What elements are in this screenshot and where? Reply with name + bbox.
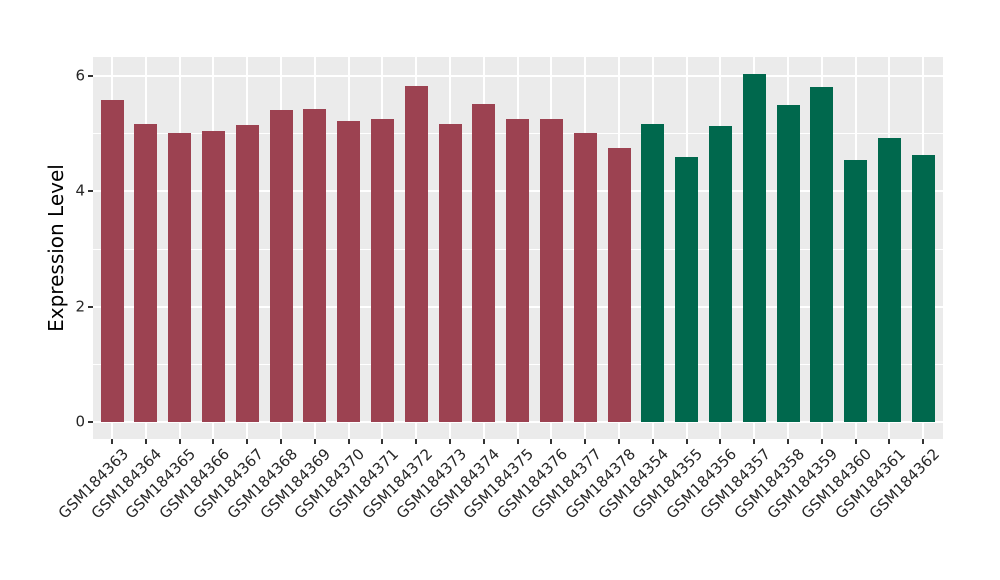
x-tick xyxy=(753,439,756,444)
bar xyxy=(877,137,901,423)
y-tick xyxy=(88,305,93,308)
bar xyxy=(539,118,563,423)
bar xyxy=(844,159,868,423)
bar xyxy=(911,155,935,423)
plot-panel xyxy=(93,57,943,439)
x-tick xyxy=(550,439,553,444)
x-tick xyxy=(584,439,587,444)
x-tick xyxy=(854,439,857,444)
x-tick xyxy=(381,439,384,444)
y-tick xyxy=(88,421,93,424)
y-tick-label: 2 xyxy=(75,297,85,316)
x-tick xyxy=(449,439,451,444)
x-tick xyxy=(280,439,282,444)
x-tick xyxy=(719,439,722,444)
bar xyxy=(776,104,800,423)
bar xyxy=(675,157,699,423)
x-tick xyxy=(111,439,113,444)
bar xyxy=(438,123,462,423)
bar xyxy=(641,123,665,423)
x-tick xyxy=(651,439,654,444)
y-tick xyxy=(88,75,93,78)
x-tick xyxy=(516,439,519,444)
bar xyxy=(810,87,834,423)
y-axis-title: Expression Level xyxy=(44,164,68,332)
bar xyxy=(708,126,732,423)
x-tick xyxy=(618,439,620,444)
y-tick xyxy=(88,190,93,193)
x-tick xyxy=(415,439,418,444)
bar xyxy=(168,133,192,423)
y-tick-label: 0 xyxy=(75,412,85,431)
x-tick xyxy=(685,439,688,444)
bar xyxy=(100,100,124,423)
bar xyxy=(472,103,496,423)
x-tick xyxy=(212,439,215,444)
x-tick xyxy=(922,439,925,444)
bar xyxy=(742,73,766,423)
bar xyxy=(506,119,530,423)
x-tick xyxy=(482,439,485,444)
bar xyxy=(269,110,293,423)
bar xyxy=(303,108,327,423)
x-tick xyxy=(246,439,249,444)
bar xyxy=(370,119,394,423)
bar xyxy=(201,130,225,423)
x-tick xyxy=(313,439,316,444)
bar xyxy=(573,133,597,423)
bar xyxy=(404,85,428,423)
x-tick xyxy=(787,439,789,444)
x-tick xyxy=(144,439,147,444)
x-tick xyxy=(347,439,350,444)
x-tick xyxy=(888,439,891,444)
bar xyxy=(607,147,631,423)
bar xyxy=(134,123,158,423)
y-tick-label: 4 xyxy=(75,181,85,200)
bar xyxy=(337,121,361,423)
x-tick xyxy=(820,439,823,444)
bar xyxy=(235,125,259,423)
y-tick-label: 6 xyxy=(75,66,85,85)
x-tick xyxy=(178,439,181,444)
